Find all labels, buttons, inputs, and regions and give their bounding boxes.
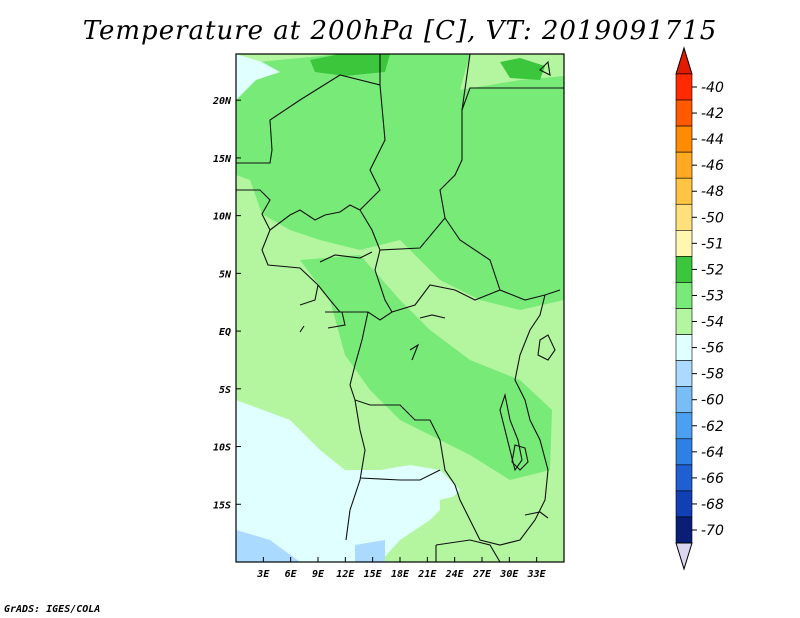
colorbar-swatch — [675, 386, 693, 414]
colorbar-label: -50 — [701, 210, 724, 226]
colorbar-swatch — [675, 73, 693, 101]
x-tick-label: 3E — [256, 569, 270, 580]
y-tick-label: 20N — [212, 96, 232, 107]
colorbar-label: -52 — [701, 262, 724, 278]
colorbar-label: -44 — [701, 132, 724, 148]
y-tick-label: EQ — [219, 327, 231, 338]
x-tick-label: 18E — [391, 569, 410, 580]
y-tick-label: 10N — [213, 212, 232, 223]
x-tick-label: 33E — [527, 569, 547, 580]
colorbar-label: -58 — [701, 367, 724, 383]
colorbar-label: -48 — [701, 184, 724, 200]
y-tick-label: 5S — [219, 385, 231, 396]
colorbar-label: -60 — [701, 393, 724, 409]
y-tick-label: 5N — [219, 269, 232, 280]
colorbar-bottom-arrow — [675, 542, 693, 571]
colorbar-swatch — [675, 177, 693, 205]
colorbar-swatch — [675, 151, 693, 179]
colorbar-swatch — [675, 438, 693, 466]
colorbar-label: -64 — [701, 445, 724, 461]
map-axes: 3E 6E 9E 12E 15E 18E 21E 24E 27E 30E 33E 20N 15N 10N 5… — [212, 96, 547, 580]
colorbar-label: -53 — [701, 288, 724, 304]
colorbar-swatch — [675, 125, 693, 153]
colorbar-swatch — [675, 334, 693, 361]
x-tick-label: 6E — [285, 569, 298, 580]
colorbar-swatch — [675, 464, 693, 492]
colorbar-swatch — [675, 282, 693, 309]
x-tick-label: 21E — [417, 569, 437, 580]
colorbar-swatch — [675, 256, 693, 283]
country-borders — [236, 54, 564, 562]
colorbar-swatch — [675, 516, 693, 544]
colorbar-label: -62 — [701, 419, 724, 435]
colorbar-label: -68 — [701, 497, 724, 513]
footer-credit: GrADS: IGES/COLA — [4, 604, 101, 615]
x-tick-label: 27E — [472, 569, 492, 580]
colorbar-label: -51 — [701, 236, 724, 252]
colorbar-swatch — [675, 412, 693, 440]
map-title: Temperature at 200hPa [C], VT: 201909171… — [82, 16, 718, 46]
x-tick-label: 15E — [364, 569, 383, 580]
y-tick-label: 15S — [213, 500, 231, 511]
x-tick-label: 24E — [445, 569, 465, 580]
y-tick-label: 10S — [213, 443, 231, 454]
x-tick-label: 9E — [312, 569, 325, 580]
colorbar-swatch — [675, 203, 693, 231]
colorbar-swatch — [675, 308, 693, 335]
colorbar-swatch — [675, 360, 693, 387]
x-tick-label: 12E — [336, 569, 355, 580]
y-tick-label: 15N — [213, 154, 232, 165]
colorbar-swatch — [675, 99, 693, 127]
colorbar-label: -46 — [701, 158, 724, 174]
temperature-field — [236, 54, 564, 562]
colorbar-swatch — [675, 230, 693, 257]
colorbar-label: -56 — [701, 341, 724, 357]
colorbar-top-arrow — [675, 46, 693, 75]
colorbar-label: -42 — [701, 106, 724, 122]
colorbar-label: -70 — [701, 523, 724, 539]
colorbar-label: -40 — [701, 80, 724, 96]
colorbar: -40 -42 -44 -46 -48 -50 -51 -52 -53 -54 -56 -58 -60 -… — [675, 46, 724, 571]
colorbar-label: -54 — [701, 315, 724, 331]
colorbar-label: -66 — [701, 471, 724, 487]
x-tick-label: 30E — [499, 569, 519, 580]
colorbar-swatch — [675, 490, 693, 518]
